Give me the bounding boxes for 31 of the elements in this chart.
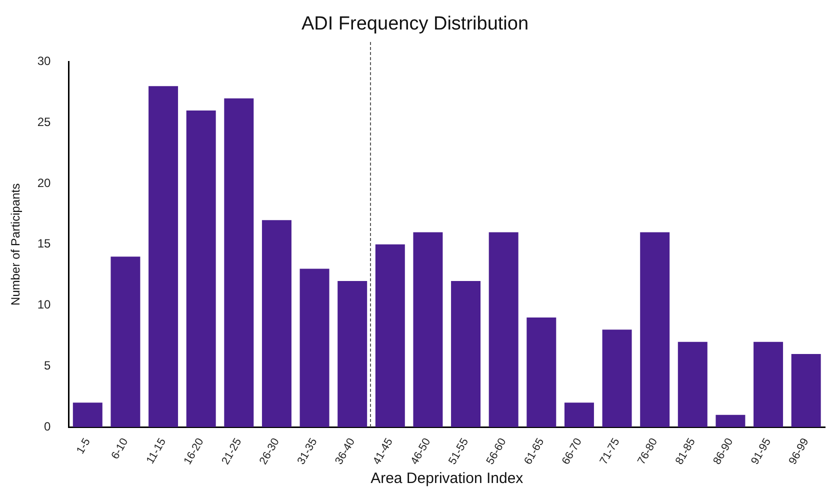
y-tick-label: 25 — [37, 114, 52, 129]
y-axis-title: Number of Participants — [8, 183, 23, 306]
bar — [224, 98, 254, 428]
bar — [148, 86, 178, 428]
bar — [262, 220, 292, 428]
y-tick-label: 10 — [37, 298, 52, 312]
bar — [564, 402, 594, 428]
bar — [72, 402, 102, 428]
bar — [338, 280, 368, 428]
y-tick-label: 30 — [37, 54, 52, 68]
bar — [110, 256, 140, 428]
chart-title: ADI Frequency Distribution — [301, 14, 529, 35]
y-tick-label: 15 — [37, 236, 52, 251]
bar — [678, 342, 708, 428]
bar — [451, 280, 481, 428]
bar — [716, 414, 746, 428]
bar — [602, 330, 632, 428]
y-tick-label: 0 — [44, 419, 52, 434]
bar — [526, 317, 556, 428]
y-tick-label: 20 — [37, 176, 52, 190]
x-tick-label: 1-5 — [74, 436, 93, 456]
x-axis-title: Area Deprivation Index — [370, 470, 524, 488]
bar — [791, 354, 821, 428]
y-tick-label: 5 — [44, 358, 52, 372]
bar — [488, 232, 518, 428]
bar — [640, 232, 670, 428]
bar — [300, 268, 330, 428]
bar — [375, 244, 405, 428]
bar — [186, 110, 216, 428]
bar — [413, 232, 443, 428]
bar — [754, 342, 784, 428]
